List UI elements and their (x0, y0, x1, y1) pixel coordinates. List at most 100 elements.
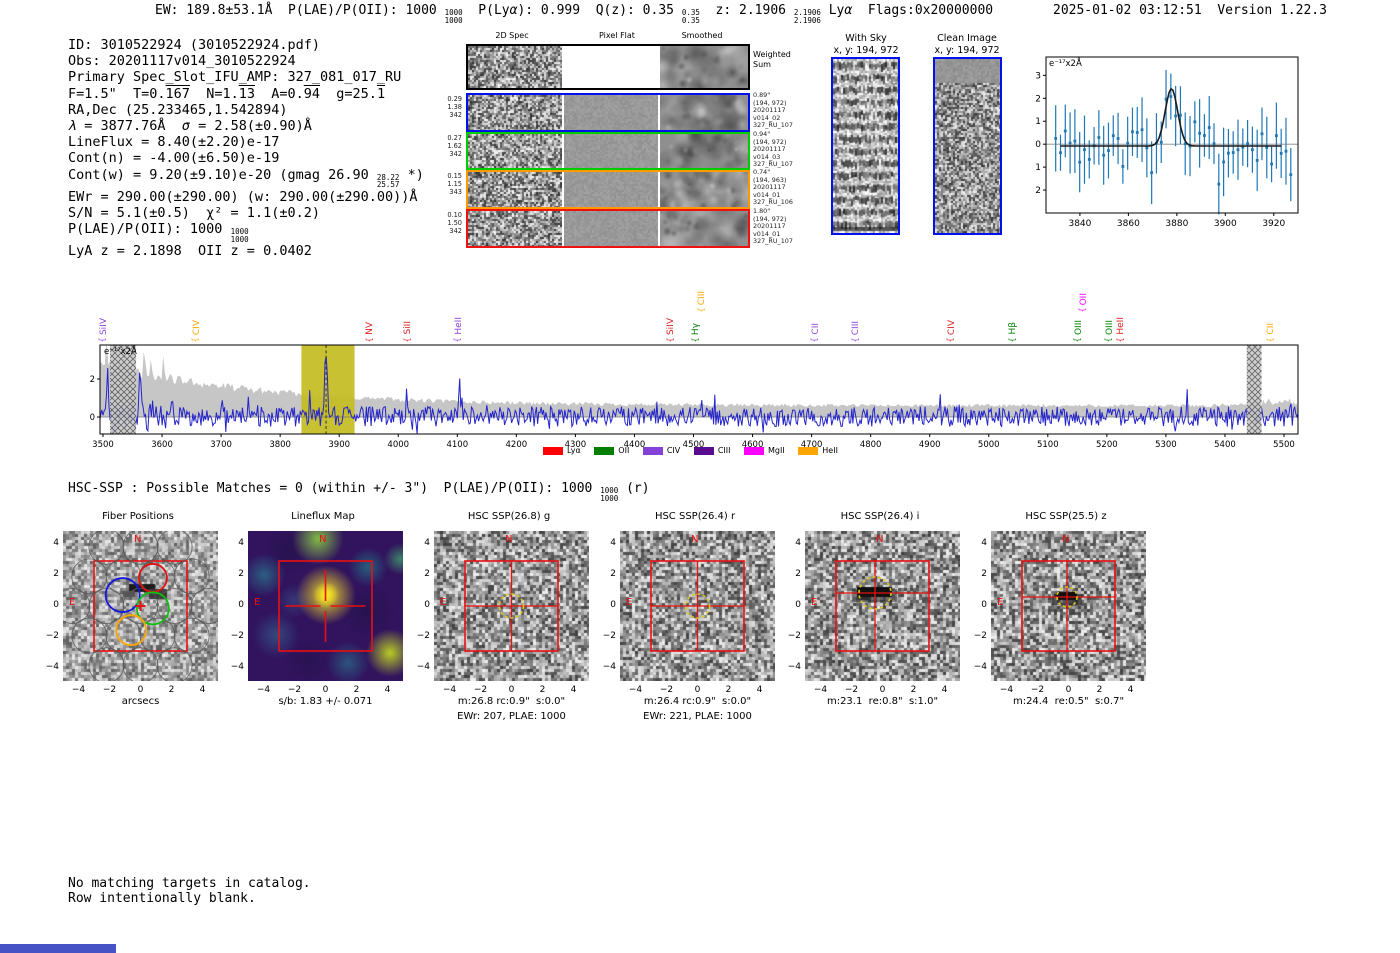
withsky-panel (831, 57, 900, 235)
panel-caption: m:24.4 re:0.5" s:0.7" (1012, 696, 1125, 707)
line-label-text: SiII (403, 321, 414, 335)
line-label-brace: { (1007, 337, 1017, 343)
legend-item: OII (594, 446, 629, 455)
panel-y-tick-label: −4 (230, 662, 244, 673)
line-label-brace: { (665, 337, 675, 343)
panel-image (805, 531, 960, 681)
smoothed-canvas (660, 211, 748, 246)
data-point (1183, 142, 1187, 146)
panel-image (620, 531, 775, 681)
cutout-row-annotation: 0.94" (194, 972) 20201117 v014_03 327_RU_107 (753, 130, 793, 169)
fiber-circle (156, 531, 193, 565)
line-label: CIV { (191, 320, 202, 345)
stacked-fraction: 1000 1000 (444, 8, 463, 25)
cutout-col-title: Pixel Flat (599, 31, 635, 40)
data-point (1270, 162, 1273, 166)
cutout-row-left-label: 0.29 1.38 342 (447, 95, 462, 120)
line-label-text: SiIV (666, 317, 677, 335)
panel-x-tick-label: 4 (756, 685, 763, 695)
data-point (1255, 158, 1259, 162)
panel-caption: s/b: 1.83 +/- 0.071 (278, 696, 373, 707)
line-label: CIII { (850, 320, 862, 345)
fiber-circle (88, 647, 125, 681)
data-point (1083, 148, 1086, 152)
panel-overlay-svg (1021, 560, 1116, 652)
data-point (1121, 165, 1125, 168)
line-label-brace: { (1077, 307, 1087, 313)
line-label: CIII { (696, 291, 707, 315)
smoothed-canvas (660, 134, 748, 168)
data-point (1222, 160, 1226, 164)
data-point (1126, 141, 1130, 145)
panel-y-tick-label: −4 (45, 662, 59, 673)
panel-y-tick-label: 2 (981, 568, 987, 579)
panel-y-tick-label: 0 (424, 600, 430, 610)
line-label: NV { (364, 322, 375, 345)
zoom-y-tick-label: 3 (1035, 71, 1041, 81)
cleanimage-panel (933, 57, 1002, 235)
fiber-circle (71, 617, 108, 654)
panel-y-tick-label: −4 (973, 662, 987, 673)
panel-y-tick-label: −2 (787, 631, 801, 642)
smoothed-canvas (660, 46, 748, 88)
panel-y-tick-label: −4 (416, 662, 430, 673)
line-label-text: CIII (851, 320, 862, 335)
zoom-fit-plot: 3840 3860 3880 3900 3920 −2 −1 0 1 2 3 e⁻¹⁷x2Å (1028, 45, 1315, 230)
panel-image (63, 531, 218, 681)
data-point (1150, 171, 1154, 175)
sky-panel-subtitle: x, y: 194, 972 (934, 45, 1000, 56)
data-point (1107, 149, 1110, 152)
panel-x-tick-label: −4 (813, 685, 828, 695)
header-datetime-version: 2025-01-02 03:12:51 Version 1.22.3 (1053, 3, 1327, 18)
panel-title: Fiber Positions (102, 511, 174, 522)
panel-overlay-svg (278, 560, 373, 652)
footer-line-1: No matching targets in catalog. (68, 876, 311, 891)
spectrum-y-tick-label: 0 (90, 413, 95, 423)
zoom-y-tick-label: −2 (1035, 186, 1041, 196)
stacked-fraction: 0.35 0.35 (681, 8, 700, 25)
cleanimage-canvas (935, 59, 1000, 233)
panel-x-tick-label: 0 (1065, 685, 1072, 695)
data-point (1078, 160, 1082, 164)
data-point (1054, 137, 1058, 140)
spectrum-x-tick-label: 4700 (801, 440, 823, 450)
legend-swatch (594, 446, 615, 455)
cutout-row (466, 209, 750, 248)
line-label: CIV { (946, 320, 957, 345)
legend-label: CIII (717, 446, 731, 455)
compass-east: E (69, 597, 76, 608)
panel-title: HSC SSP(26.4) r (654, 511, 736, 522)
panel-y-tick-label: 0 (795, 600, 801, 610)
panel-x-tick-label: 4 (199, 685, 206, 695)
panel-y-tick-label: 4 (795, 537, 801, 548)
data-point (1174, 114, 1178, 118)
panel-overlay-svg (464, 560, 559, 652)
legend-swatch (798, 446, 819, 455)
line-label: SiII { (402, 321, 414, 345)
panel-image (248, 531, 403, 681)
spectrum-x-tick-label: 4000 (387, 440, 409, 450)
panel-x-tick-label: −2 (844, 685, 859, 695)
spectrum-x-tick-label: 3900 (328, 440, 350, 450)
compass-east: E (254, 597, 261, 608)
withsky-canvas (833, 59, 898, 233)
spectrum-x-tick-label: 5300 (1155, 440, 1177, 450)
spectrum-x-tick-label: 4600 (742, 440, 764, 450)
spec2d-noise-canvas (468, 211, 562, 246)
data-point (1236, 148, 1240, 152)
data-point (1169, 95, 1173, 98)
pixelflat-canvas (564, 95, 658, 130)
extraction-box (1021, 560, 1116, 652)
info-line: Obs: 20201117v014_3010522924 (68, 53, 296, 70)
data-point (1059, 151, 1062, 155)
cutout-row-annotation: 1.80" (194, 972) 20201117 v014_01 327_RU_107 (753, 207, 793, 246)
sky-panel-title: With Sky (845, 33, 887, 44)
panel-x-tick-label: −4 (256, 685, 271, 695)
data-point (1231, 151, 1235, 154)
spectrum-x-tick-label: 4300 (565, 440, 587, 450)
data-point (1274, 134, 1278, 138)
pixelflat-canvas (564, 134, 658, 168)
panel-y-tick-label: −4 (602, 662, 616, 673)
line-label-brace: { (402, 337, 412, 343)
